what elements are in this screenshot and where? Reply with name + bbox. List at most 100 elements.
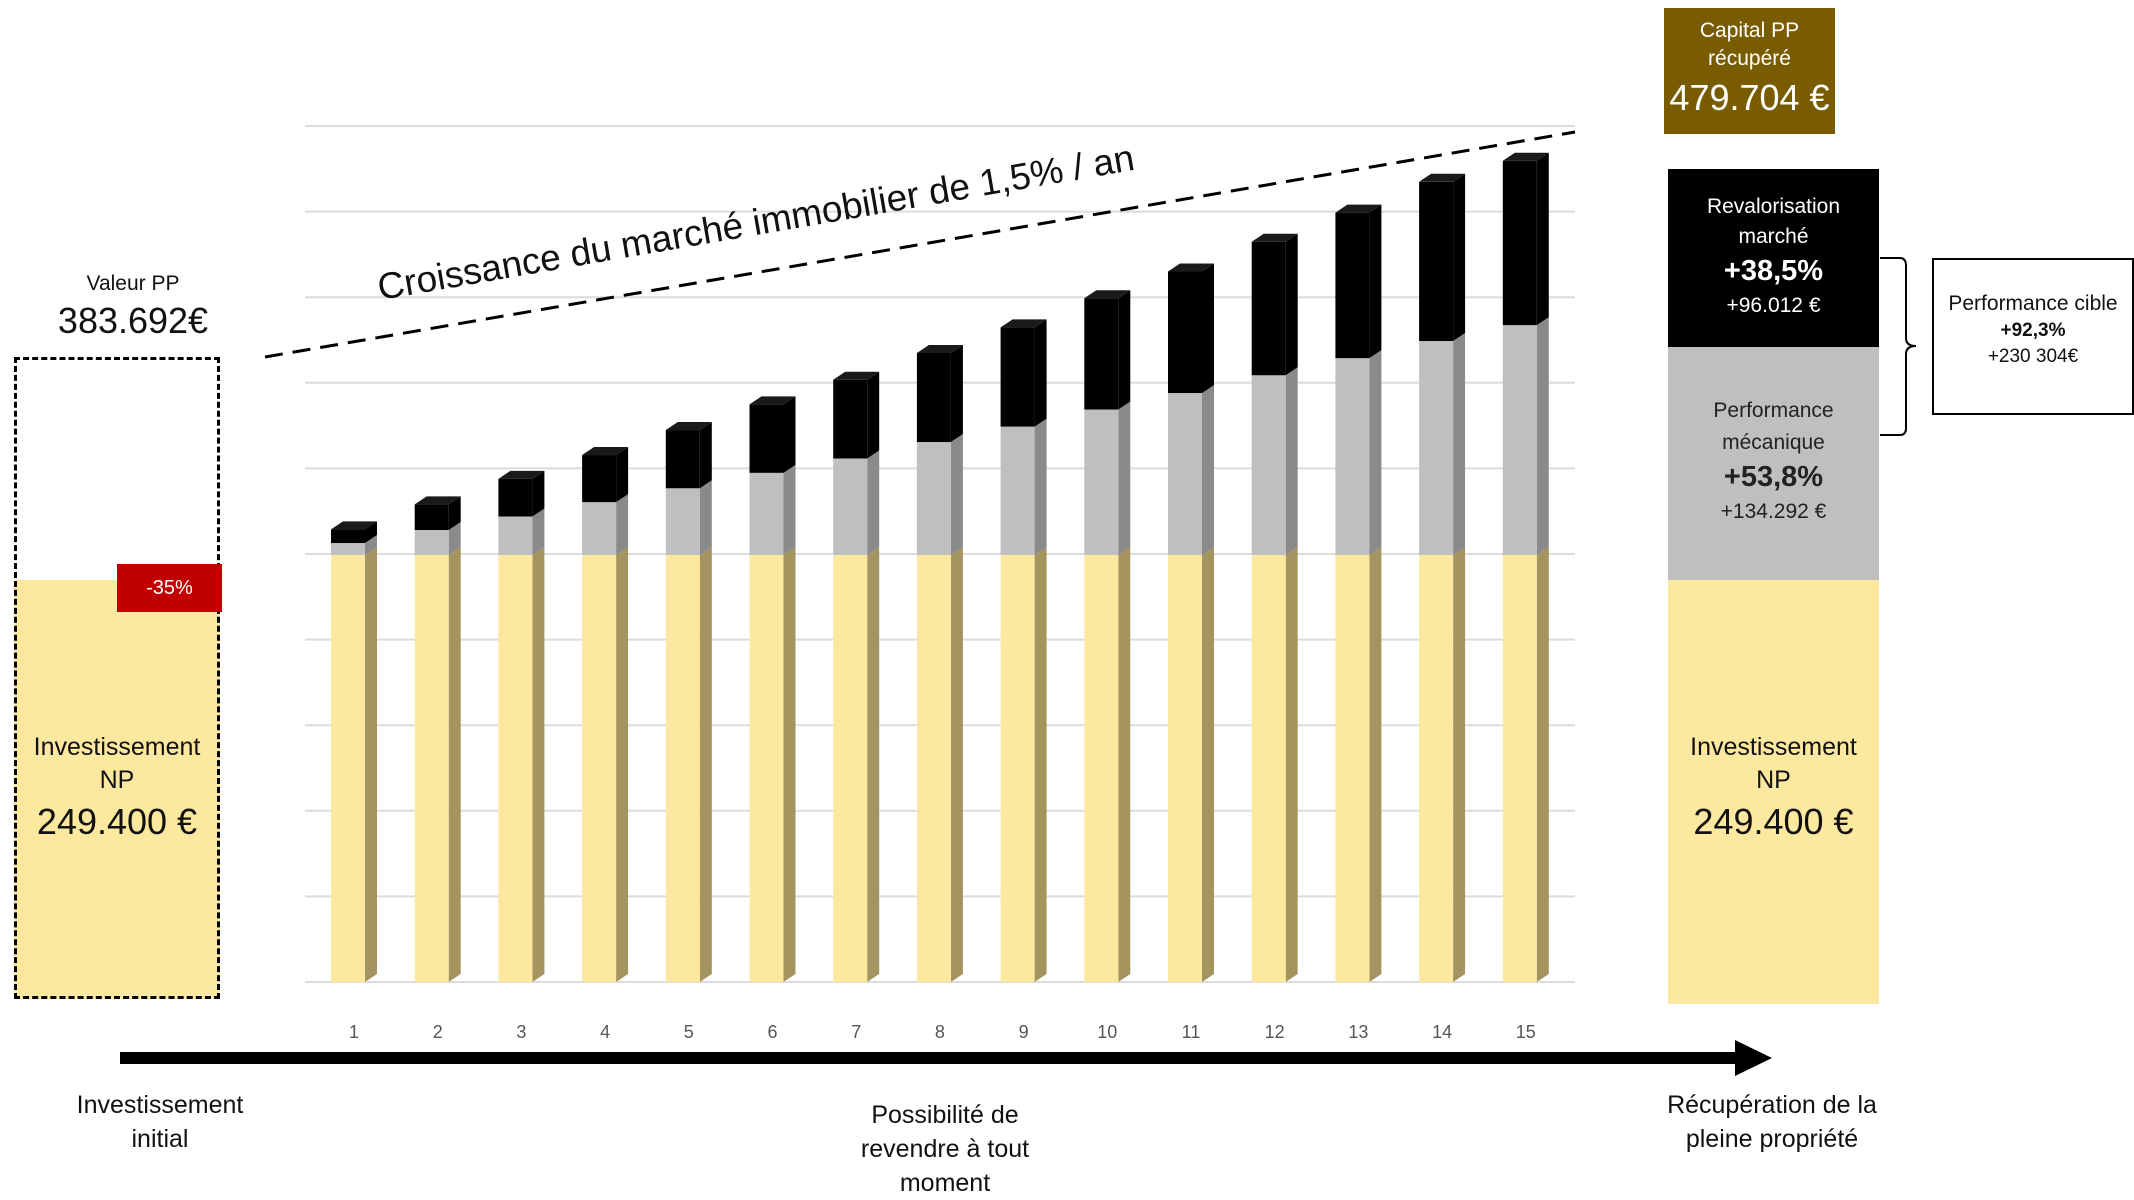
bar-segment-1 <box>331 543 365 556</box>
target-pct: +92,3% <box>2000 320 2066 341</box>
target-performance-box: Performance cible +92,3% +230 304€ <box>1932 258 2134 415</box>
bar-side <box>1118 401 1131 556</box>
bar-segment-1 <box>749 472 784 556</box>
bar-segment-2 <box>1084 298 1119 410</box>
bar-stack <box>749 396 796 982</box>
capital-label-1: Capital PP <box>1699 19 1800 42</box>
bar-segment-0 <box>414 555 449 982</box>
x-tick-label: 1 <box>349 1022 359 1042</box>
meca-label-1: Performance <box>1713 399 1834 422</box>
trend-dashed-line <box>264 130 1576 359</box>
bar-segment-0 <box>498 555 533 982</box>
bar-stack <box>916 345 963 982</box>
bar-top <box>749 396 796 405</box>
bar-side <box>1369 547 1382 982</box>
bar-side <box>1453 333 1466 556</box>
bar-top <box>582 447 629 456</box>
x-tick-label: 15 <box>1516 1022 1536 1042</box>
bar-top <box>414 496 461 505</box>
discount-badge: -35% <box>117 564 222 612</box>
timeline-start-line-2: initial <box>131 1125 189 1153</box>
bar-segment-1 <box>1335 358 1370 556</box>
timeline-mid-line-3: moment <box>899 1169 991 1197</box>
mechanical-performance-box: Performance mécanique +53,8% +134.292 € <box>1668 347 1879 580</box>
bar-side <box>532 470 545 517</box>
bar-side <box>1536 547 1549 982</box>
bar-side <box>1536 152 1549 326</box>
bar-top <box>1251 233 1298 242</box>
x-tick-label: 5 <box>684 1022 694 1042</box>
bar-side <box>1453 173 1466 342</box>
bar-top <box>916 345 963 354</box>
bar-side <box>448 522 461 556</box>
bar-segment-0 <box>1251 555 1286 982</box>
bar-side <box>783 396 796 473</box>
bar-segment-1 <box>1168 393 1202 556</box>
left-np-label-2: NP <box>99 766 135 794</box>
bar-side <box>532 547 545 982</box>
bar-stack <box>582 447 629 982</box>
bar-segment-2 <box>1419 181 1454 342</box>
bar-segment-0 <box>916 555 951 982</box>
right-np-label-1: Investissement <box>1690 733 1857 761</box>
bar-top <box>1084 290 1131 299</box>
bar-side <box>1369 350 1382 556</box>
bar-side <box>616 447 629 503</box>
bar-top <box>1502 152 1549 161</box>
bar-stack <box>414 496 461 982</box>
bar-segment-2 <box>331 529 365 544</box>
bar-top <box>1335 204 1382 213</box>
x-tick-label: 3 <box>516 1022 526 1042</box>
timeline-mid-label: Possibilité de revendre à tout moment <box>820 1098 1070 1200</box>
bar-side <box>1118 290 1131 410</box>
target-bracket <box>1880 257 1917 436</box>
bar-segment-2 <box>414 504 449 531</box>
bar-stack <box>665 422 712 982</box>
right-np-box: Investissement NP 249.400 € <box>1668 580 1879 1004</box>
bar-side <box>783 547 796 982</box>
bar-side <box>1536 317 1549 556</box>
bar-side <box>616 494 629 556</box>
x-tick-label: 7 <box>851 1022 861 1042</box>
bar-side <box>365 535 377 556</box>
target-label: Performance cible <box>1948 292 2118 315</box>
timeline-end-line-1: Récupération de la <box>1667 1091 1877 1119</box>
bar-segment-1 <box>1084 409 1119 556</box>
bar-stack <box>331 521 377 982</box>
bar-segment-1 <box>833 458 868 556</box>
timeline-arrow-head <box>1735 1040 1772 1076</box>
bar-stack <box>1419 173 1466 982</box>
bar-stack <box>1335 204 1382 982</box>
bar-side <box>1285 547 1298 982</box>
bar-side <box>950 434 963 556</box>
bar-side <box>867 371 880 459</box>
timeline-mid-line-1: Possibilité de <box>871 1101 1019 1129</box>
bar-stack <box>498 470 545 982</box>
bar-top <box>833 371 880 380</box>
bar-segment-1 <box>498 516 533 556</box>
bar-segment-2 <box>1251 241 1286 376</box>
x-tick-label: 8 <box>935 1022 945 1042</box>
bar-segment-0 <box>833 555 868 982</box>
reval-amount: +96.012 € <box>1726 294 1821 317</box>
bar-segment-2 <box>498 478 533 517</box>
bar-side <box>365 547 377 982</box>
bar-side <box>950 547 963 982</box>
timeline-start-label: Investissement initial <box>40 1088 280 1156</box>
bar-top <box>665 422 712 431</box>
bar-segment-0 <box>1000 555 1035 982</box>
bar-segment-1 <box>1502 325 1537 556</box>
bar-segment-2 <box>582 455 617 503</box>
timeline-start-line-1: Investissement <box>76 1091 244 1119</box>
bar-side <box>1034 319 1047 427</box>
left-np-text: Investissement NP 249.400 € <box>14 733 220 843</box>
bar-segment-1 <box>916 442 951 556</box>
x-tick-label: 2 <box>433 1022 443 1042</box>
bar-side <box>448 547 461 982</box>
bar-segment-2 <box>665 430 700 489</box>
pp-value-label: Valeur PP <box>86 272 180 295</box>
bar-side <box>699 480 712 556</box>
bar-segment-2 <box>1000 327 1035 427</box>
bar-segment-0 <box>1084 555 1119 982</box>
